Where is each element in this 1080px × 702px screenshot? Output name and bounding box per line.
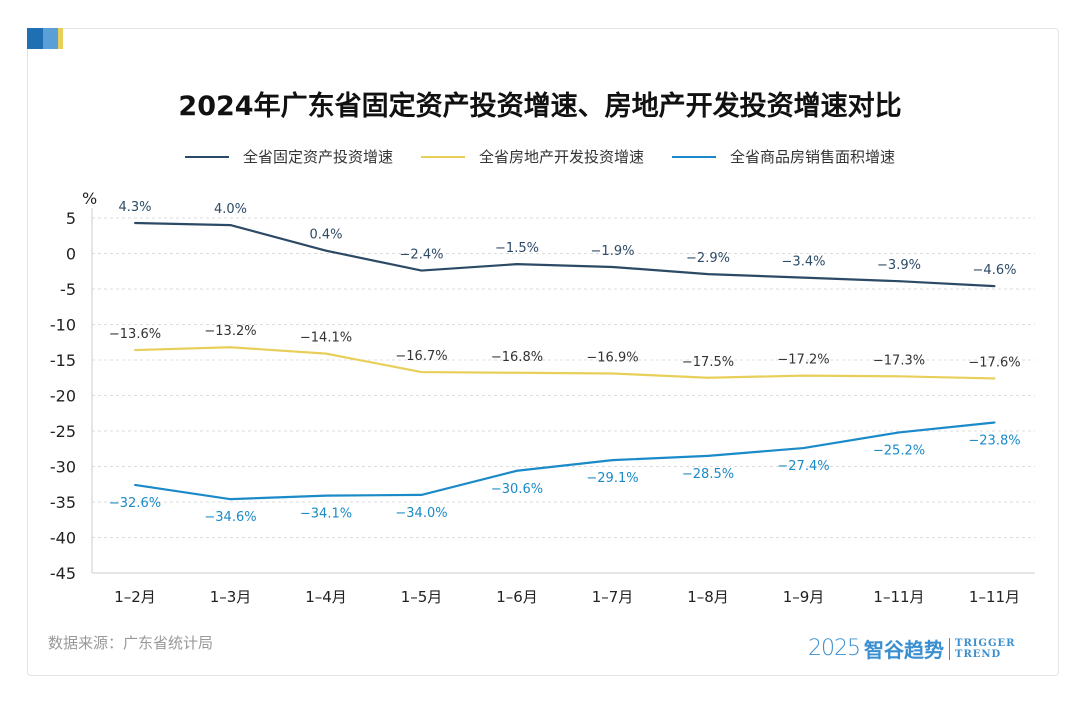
series-line <box>134 421 995 501</box>
chart-title: 2024年广东省固定资产投资增速、房地产开发投资增速对比 <box>178 91 902 122</box>
data-point <box>898 431 900 434</box>
data-point <box>516 263 518 266</box>
x-tick-label: 1–8月 <box>687 588 729 606</box>
data-point <box>802 447 805 450</box>
data-point <box>229 224 232 227</box>
y-tick-label: 0 <box>66 245 76 264</box>
data-point <box>707 454 709 457</box>
legend-label: 全省商品房销售面积增速 <box>730 148 896 166</box>
data-label: 4.0% <box>214 202 247 217</box>
data-point <box>898 280 900 283</box>
data-label: −25.2% <box>873 443 925 458</box>
data-label: −13.6% <box>109 327 161 342</box>
data-label: −32.6% <box>109 496 161 511</box>
data-point <box>802 276 805 279</box>
x-tick-label: 1–7月 <box>592 588 634 606</box>
data-point <box>325 494 327 497</box>
data-point <box>420 269 423 272</box>
data-point <box>611 459 614 462</box>
data-point <box>898 375 900 378</box>
data-point <box>707 376 709 379</box>
x-tick-label: 1–2月 <box>114 588 156 606</box>
data-label: −34.6% <box>204 510 256 525</box>
data-label: −3.9% <box>877 258 921 273</box>
data-point <box>993 421 996 424</box>
data-point <box>420 371 423 374</box>
data-label: −16.8% <box>491 350 543 365</box>
data-point <box>802 374 805 377</box>
data-point <box>325 249 327 252</box>
data-point <box>516 371 518 374</box>
data-label: −16.7% <box>395 349 447 364</box>
y-tick-label: 5 <box>66 209 76 228</box>
data-point <box>229 498 232 501</box>
legend-label: 全省固定资产投资增速 <box>242 148 393 166</box>
data-point <box>325 352 327 355</box>
legend-item: 全省固定资产投资增速 <box>184 146 393 167</box>
chart-card <box>27 28 1059 676</box>
x-tick-label: 1–4月 <box>305 588 347 606</box>
x-tick-label: 1–3月 <box>210 588 252 606</box>
x-tick-label: 1–11月 <box>873 588 924 606</box>
data-label: −13.2% <box>204 324 256 339</box>
brand-logo: 2025 智谷趋势 TRIGGER TREND <box>808 636 1016 662</box>
y-tick-label: -10 <box>50 316 76 335</box>
data-point <box>134 221 136 224</box>
x-tick-label: 1–11月 <box>969 588 1020 606</box>
y-tick-label: -45 <box>50 564 76 583</box>
data-label: −1.9% <box>591 244 635 259</box>
data-label: −27.4% <box>777 459 829 474</box>
y-tick-label: -40 <box>50 529 76 548</box>
data-point <box>420 493 423 496</box>
data-label: −14.1% <box>300 331 352 346</box>
legend-item: 全省商品房销售面积增速 <box>672 146 895 167</box>
x-tick-label: 1–5月 <box>401 588 443 606</box>
data-label: −3.4% <box>782 255 826 270</box>
y-tick-label: -25 <box>50 422 76 441</box>
data-label: −34.1% <box>300 507 352 522</box>
series-line <box>134 346 995 380</box>
legend: 全省固定资产投资增速 全省房地产开发投资增速 全省商品房销售面积增速 <box>0 146 1080 167</box>
data-label: −17.2% <box>777 353 829 368</box>
data-label: −30.6% <box>491 482 543 497</box>
data-point <box>134 349 136 352</box>
data-point <box>707 273 709 276</box>
data-label: −1.5% <box>495 241 539 256</box>
data-label: −2.9% <box>686 251 730 266</box>
data-label: −29.1% <box>586 471 638 486</box>
data-label: −17.5% <box>682 355 734 370</box>
y-tick-label: -15 <box>50 351 76 370</box>
x-tick-label: 1–9月 <box>783 588 825 606</box>
legend-item: 全省房地产开发投资增速 <box>420 146 644 167</box>
data-label: −17.3% <box>873 353 925 368</box>
data-label: −4.6% <box>973 263 1017 278</box>
data-label: 4.3% <box>118 200 151 215</box>
data-point <box>611 372 614 375</box>
y-tick-label: -35 <box>50 493 76 512</box>
data-label: 0.4% <box>309 228 342 243</box>
x-tick-label: 1–6月 <box>496 588 538 606</box>
data-label: −2.4% <box>400 248 444 263</box>
y-tick-label: -20 <box>50 387 76 406</box>
data-label: −28.5% <box>682 467 734 482</box>
corner-badge <box>27 28 65 49</box>
data-point <box>993 285 996 288</box>
data-point <box>993 377 996 380</box>
data-point <box>229 346 232 349</box>
y-tick-label: -30 <box>50 458 76 477</box>
legend-label: 全省房地产开发投资增速 <box>478 148 644 166</box>
data-point <box>516 469 518 472</box>
data-label: −34.0% <box>395 506 447 521</box>
y-tick-label: -5 <box>60 280 76 299</box>
data-point <box>611 265 614 268</box>
data-label: −16.9% <box>586 350 638 365</box>
data-label: −23.8% <box>968 433 1020 448</box>
data-point <box>134 483 136 486</box>
source-note: 数据来源：广东省统计局 <box>48 634 214 652</box>
data-label: −17.6% <box>968 355 1020 370</box>
series-line <box>134 221 995 288</box>
y-axis-unit: % <box>82 189 97 208</box>
